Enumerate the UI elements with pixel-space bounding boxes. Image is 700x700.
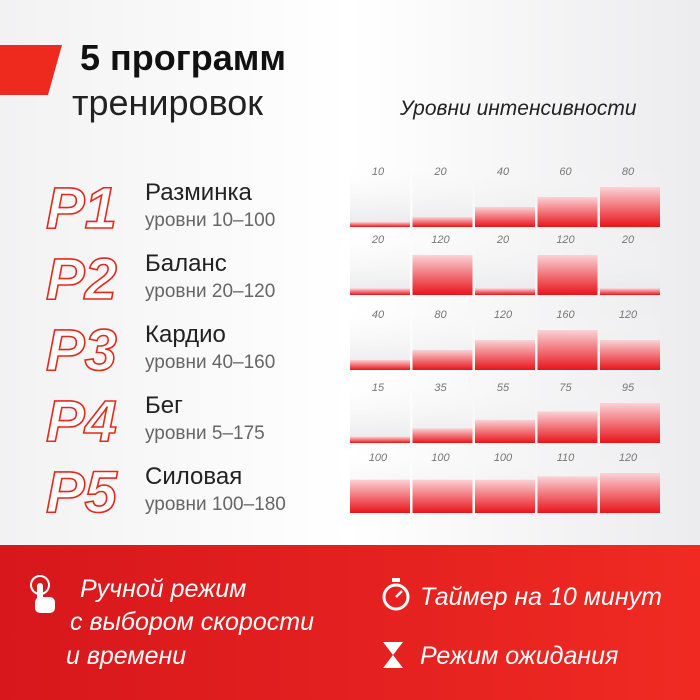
value-label: 100 bbox=[369, 452, 388, 464]
bar bbox=[475, 207, 535, 227]
hand-icon bbox=[30, 575, 55, 613]
bar bbox=[475, 288, 535, 295]
bar bbox=[412, 479, 473, 513]
hourglass-icon bbox=[383, 642, 403, 668]
accent bbox=[0, 45, 62, 95]
bar bbox=[600, 403, 660, 443]
feature-text: и времени bbox=[66, 642, 186, 670]
program-code: P1 bbox=[46, 176, 117, 241]
bar bbox=[475, 419, 535, 443]
bar bbox=[350, 479, 410, 513]
column-bg bbox=[475, 237, 535, 295]
timer-icon bbox=[382, 578, 410, 611]
value-label: 55 bbox=[497, 382, 510, 394]
value-label: 100 bbox=[494, 452, 513, 464]
value-label: 120 bbox=[431, 234, 450, 246]
bar bbox=[475, 340, 535, 370]
column-bg bbox=[600, 237, 660, 295]
program-name: Баланс bbox=[145, 250, 227, 277]
bar bbox=[600, 473, 660, 513]
program-code: P3 bbox=[46, 318, 117, 383]
value-label: 20 bbox=[371, 234, 385, 246]
value-label: 120 bbox=[556, 234, 575, 246]
column-bg bbox=[350, 169, 410, 227]
value-label: 60 bbox=[559, 166, 572, 178]
bar bbox=[600, 288, 660, 295]
value-label: 15 bbox=[372, 382, 385, 394]
chart-title: Уровни интенсивности bbox=[399, 97, 637, 120]
program-levels: уровни 20–120 bbox=[145, 281, 275, 302]
value-label: 35 bbox=[434, 382, 447, 394]
value-label: 10 bbox=[372, 166, 385, 178]
bar bbox=[412, 217, 473, 227]
bar bbox=[412, 255, 473, 295]
feature-text: с выбором скорости bbox=[70, 608, 314, 636]
program-levels: уровни 100–180 bbox=[145, 494, 286, 515]
value-label: 80 bbox=[434, 309, 447, 321]
bar bbox=[537, 255, 598, 295]
value-label: 40 bbox=[497, 166, 510, 178]
program-levels: уровни 5–175 bbox=[145, 423, 265, 444]
feature-text: Таймер на 10 минут bbox=[420, 583, 662, 611]
bar bbox=[537, 411, 598, 443]
bar bbox=[350, 360, 410, 370]
column-bg bbox=[350, 385, 410, 443]
program-code: P4 bbox=[46, 389, 117, 454]
bar bbox=[350, 222, 410, 227]
bar bbox=[350, 288, 410, 295]
bar bbox=[537, 330, 598, 370]
program-name: Силовая bbox=[145, 463, 242, 490]
program-code: P2 bbox=[46, 247, 117, 312]
program-code: P5 bbox=[46, 460, 118, 525]
value-label: 20 bbox=[433, 166, 447, 178]
program-name: Кардио bbox=[145, 321, 226, 348]
bar bbox=[475, 479, 535, 513]
feature-text: Ручной режим bbox=[80, 575, 246, 603]
value-label: 110 bbox=[557, 452, 575, 464]
program-name: Бег bbox=[145, 392, 183, 419]
value-label: 40 bbox=[372, 309, 385, 321]
value-label: 80 bbox=[622, 166, 635, 178]
program-levels: уровни 10–100 bbox=[145, 210, 275, 231]
bar bbox=[600, 187, 660, 227]
title: 5 программ bbox=[80, 37, 286, 78]
value-label: 100 bbox=[431, 452, 450, 464]
bar bbox=[600, 340, 660, 370]
bar bbox=[412, 428, 473, 443]
bar bbox=[350, 436, 410, 443]
program-levels: уровни 40–160 bbox=[145, 352, 275, 373]
programs: P1 Разминка уровни 10–100 10 20 40 60 80 P2 Балан… bbox=[45, 166, 660, 526]
value-label: 20 bbox=[496, 234, 510, 246]
value-label: 160 bbox=[556, 309, 575, 321]
value-label: 120 bbox=[494, 309, 513, 321]
value-label: 75 bbox=[559, 382, 572, 394]
program-name: Разминка bbox=[145, 179, 252, 206]
bar bbox=[412, 350, 473, 370]
bar bbox=[537, 476, 598, 513]
value-label: 120 bbox=[619, 309, 638, 321]
value-label: 95 bbox=[622, 382, 635, 394]
bar bbox=[537, 197, 598, 227]
column-bg bbox=[350, 237, 410, 295]
value-label: 20 bbox=[621, 234, 635, 246]
footer-band bbox=[0, 545, 700, 700]
title: тренировок bbox=[72, 82, 263, 123]
feature-text: Режим ожидания bbox=[420, 642, 618, 670]
value-label: 120 bbox=[619, 452, 638, 464]
